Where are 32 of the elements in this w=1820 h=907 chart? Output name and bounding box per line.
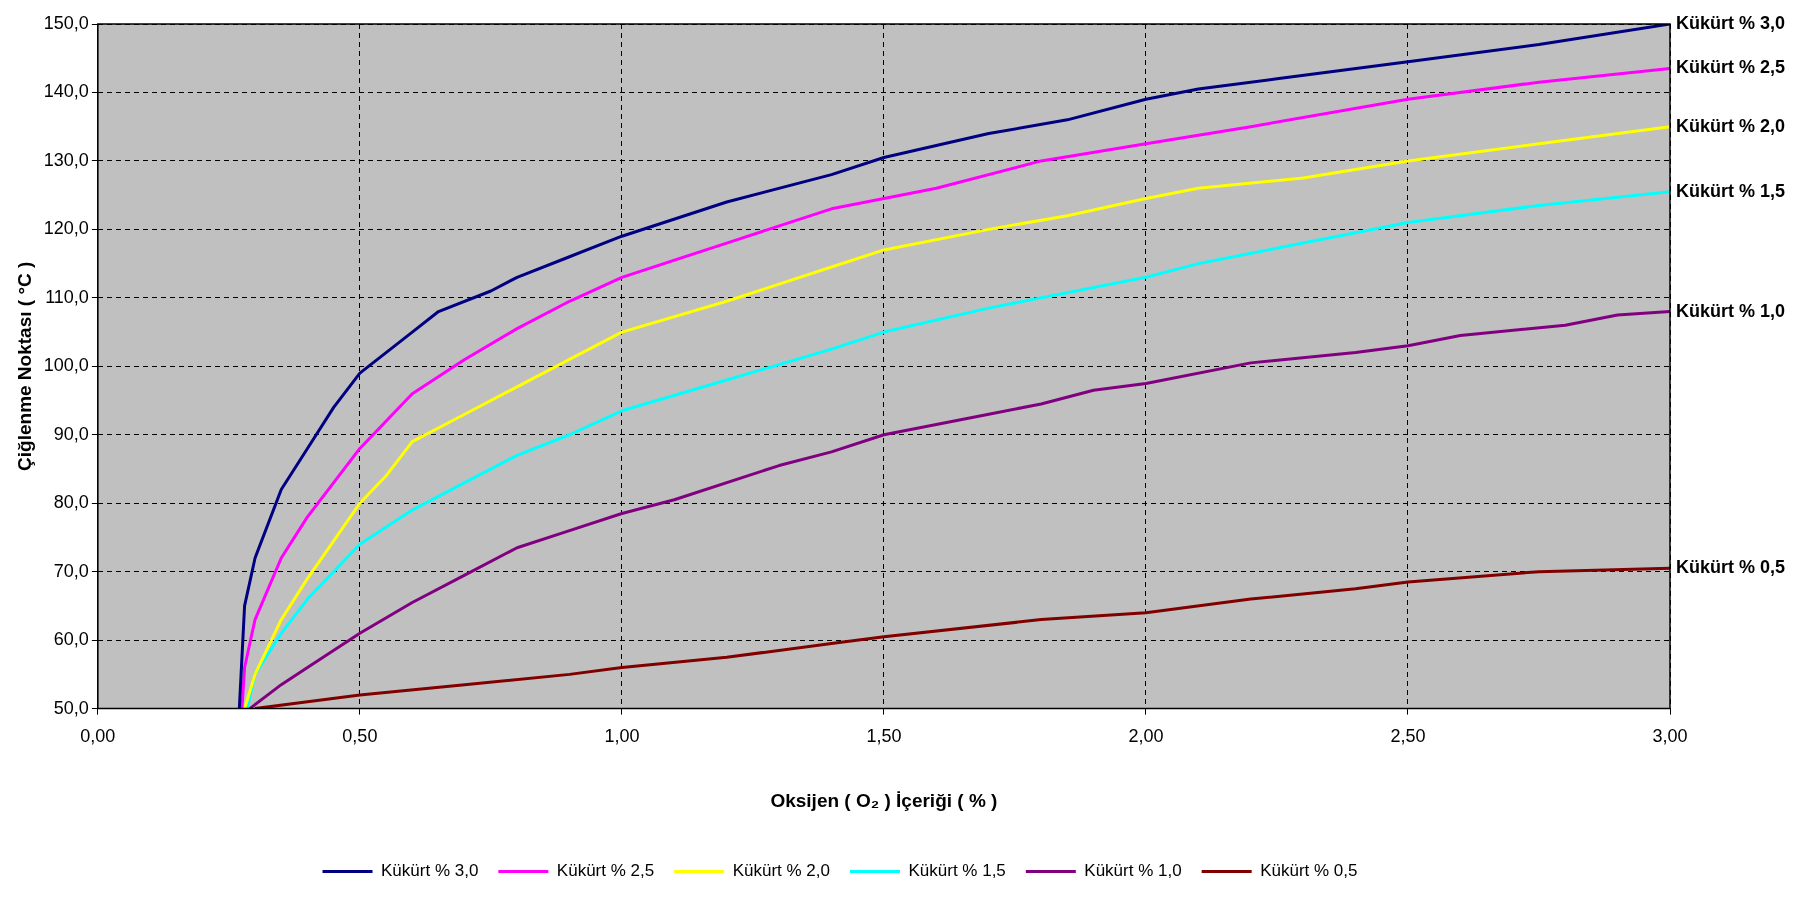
y-tick-label: 120,0 — [43, 218, 89, 239]
legend-label: Kükürt % 2,5 — [556, 861, 655, 881]
x-axis-title: Oksijen ( O₂ ) İçeriği ( % ) — [770, 789, 998, 811]
x-tick-label: 0,50 — [342, 726, 378, 747]
x-tick-label: 2,00 — [1128, 726, 1164, 747]
legend-label: Kükürt % 0,5 — [1260, 861, 1358, 881]
legend-label: Kükürt % 1,0 — [1084, 861, 1182, 881]
x-tick-label: 2,50 — [1390, 726, 1426, 747]
legend-label: Kükürt % 3,0 — [381, 861, 479, 881]
y-tick-label: 60,0 — [53, 629, 89, 650]
text: Kükürt % 2,0 — [1676, 115, 1786, 136]
y-tick-label: 90,0 — [53, 423, 89, 444]
text: Kükürt % 2,5 — [1676, 57, 1786, 78]
y-tick-label: 110,0 — [45, 286, 89, 307]
x-tick-label: 1,00 — [604, 726, 640, 747]
x-tick-label: 3,00 — [1652, 726, 1688, 747]
y-axis-title: Çiğlenme Noktası ( °C ) — [13, 261, 35, 471]
y-tick-label: 100,0 — [43, 355, 89, 376]
y-tick-label: 130,0 — [43, 149, 89, 170]
text: Kükürt % 1,0 — [1676, 300, 1786, 321]
text: Kükürt % 1,5 — [1676, 180, 1786, 201]
y-tick-label: 80,0 — [53, 492, 89, 513]
y-tick-label: 70,0 — [53, 560, 89, 581]
y-tick-label: 140,0 — [43, 81, 89, 102]
legend-label: Kükürt % 2,0 — [732, 861, 830, 881]
text: Kükürt % 3,0 — [1676, 12, 1786, 33]
x-tick-label: 1,50 — [866, 726, 902, 747]
x-tick-label: 0,00 — [80, 726, 116, 747]
y-tick-label: 150,0 — [43, 12, 89, 33]
y-tick-label: 50,0 — [53, 697, 89, 718]
text: Kükürt % 0,5 — [1676, 557, 1786, 578]
legend-label: Kükürt % 1,5 — [908, 861, 1006, 881]
